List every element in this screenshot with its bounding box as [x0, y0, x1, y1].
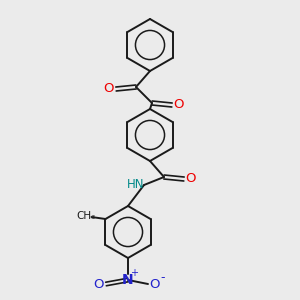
Text: +: +: [130, 268, 138, 278]
Text: -: -: [161, 272, 165, 284]
Text: O: O: [150, 278, 160, 290]
Text: O: O: [174, 98, 184, 112]
Text: HN: HN: [127, 178, 145, 191]
Text: O: O: [94, 278, 104, 290]
Text: CH₃: CH₃: [77, 211, 96, 221]
Text: O: O: [104, 82, 114, 95]
Text: N: N: [122, 273, 134, 287]
Text: O: O: [186, 172, 196, 185]
